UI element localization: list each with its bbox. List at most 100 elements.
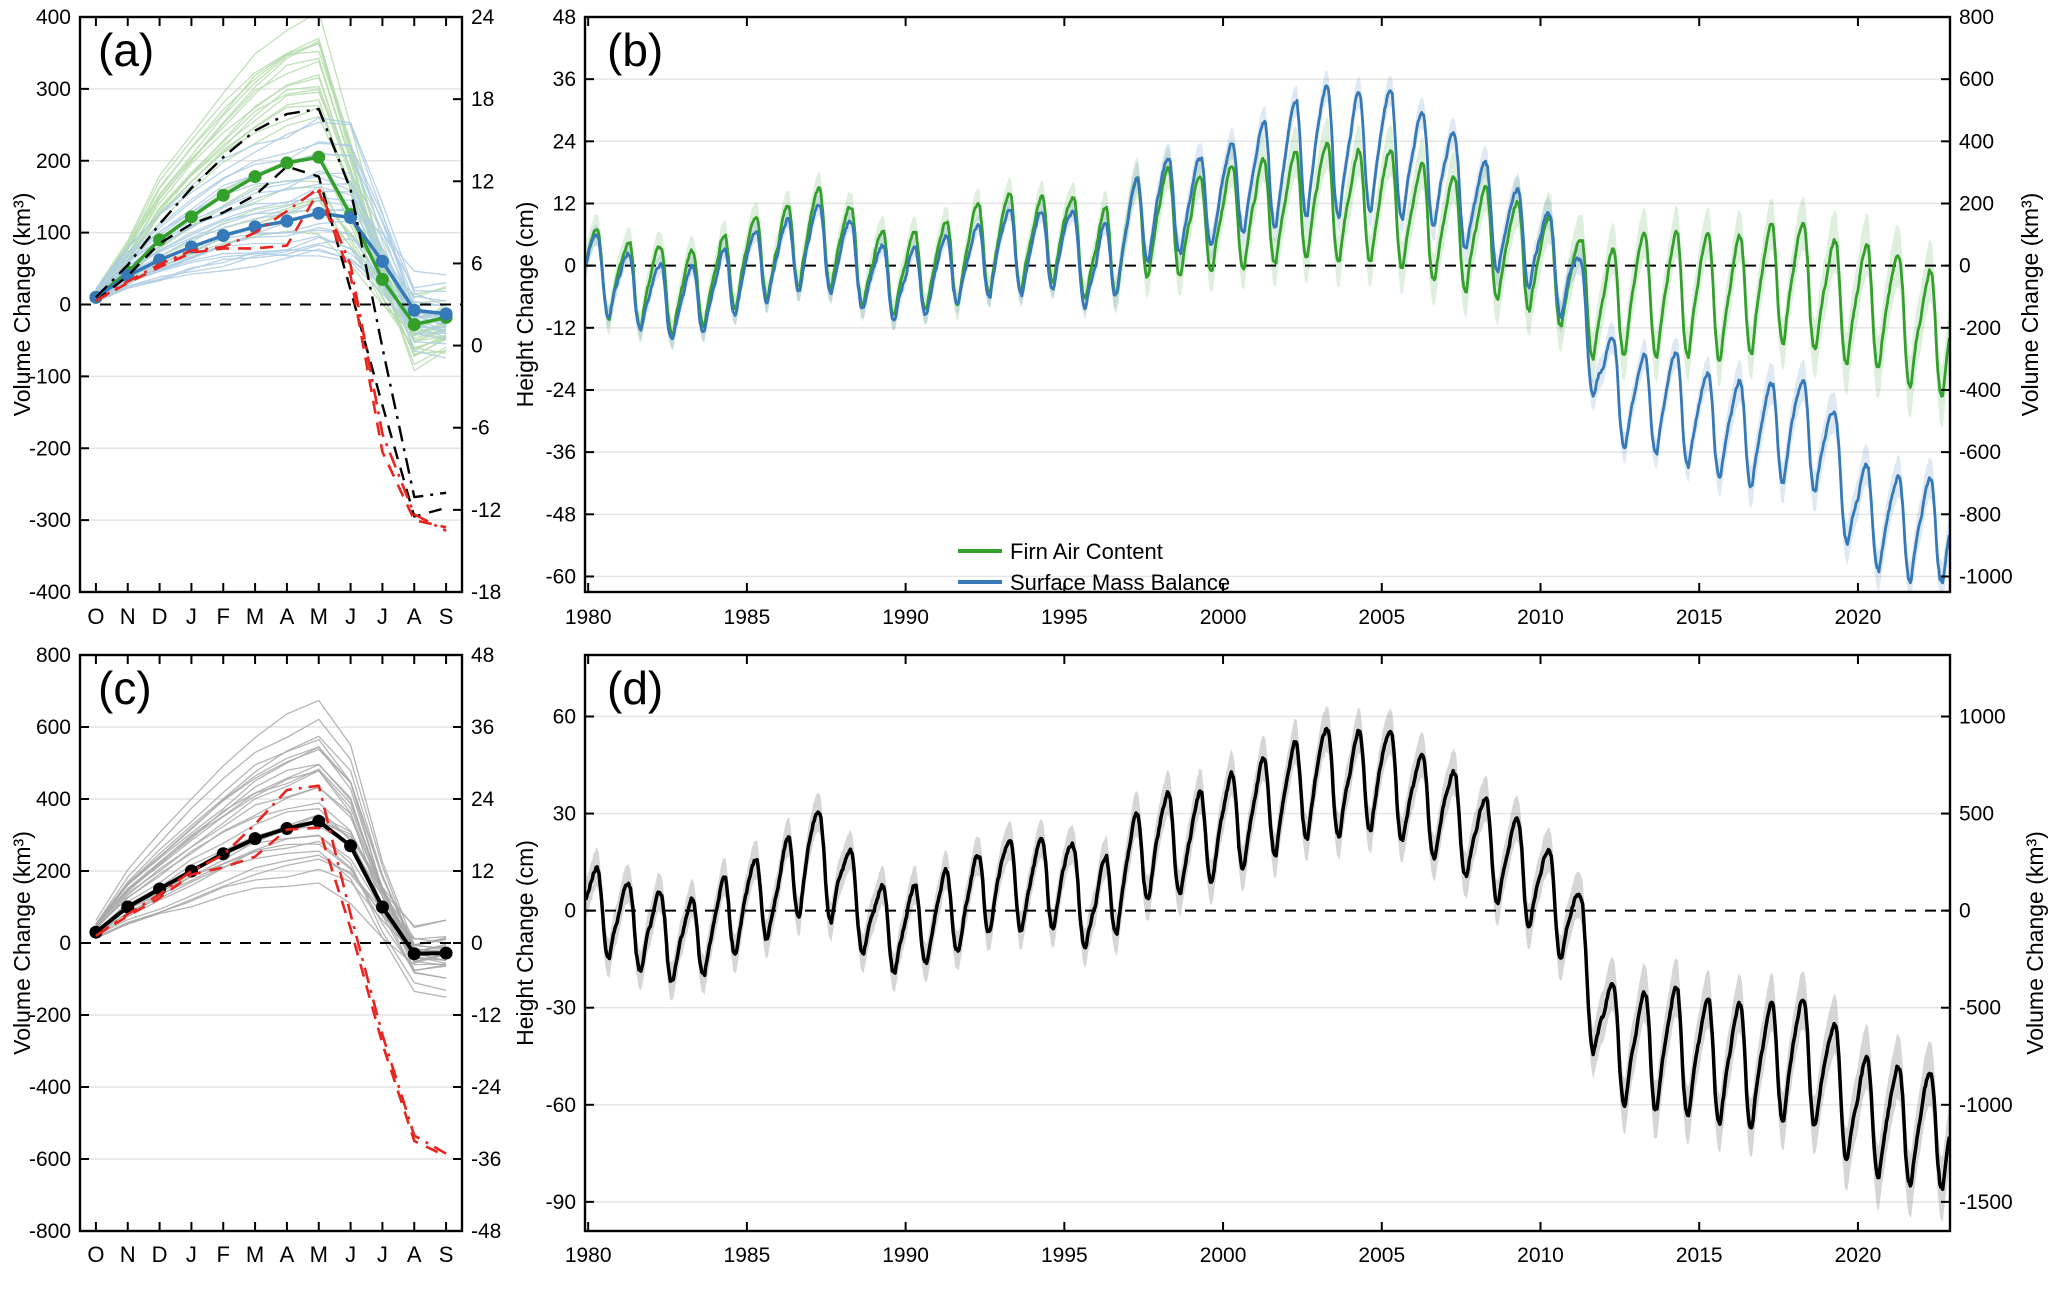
right-tick-label: 1000 (1959, 705, 2006, 728)
left-tick-label: 60 (553, 705, 576, 728)
total-ensemble-member (95, 843, 447, 954)
marker-SMB mean (216, 229, 230, 242)
panel-d: 60 30 0 -30 -60 -90 1000 500 0 -500 -1000 -1500 1980… (512, 653, 2048, 1267)
right-tick-label: 800 (1959, 6, 1994, 29)
left-tick-label: -400 (29, 581, 71, 604)
month-label: J (345, 604, 356, 629)
left-tick-label: -60 (546, 565, 576, 588)
year-label: 1980 (565, 606, 612, 629)
marker-Total mean (312, 814, 326, 828)
fac-ensemble-member (95, 50, 447, 343)
month-label: N (120, 1242, 136, 1267)
right-tick-label: 200 (1959, 192, 1994, 215)
panel-c: 800 600 400 200 0 -200 -400 -600 -800 48 36 24 12 0 -1… (9, 644, 502, 1267)
year-label: 2000 (1200, 1244, 1247, 1267)
marker-SMB mean (344, 211, 358, 225)
legend-label-0: Firn Air Content (1010, 539, 1163, 564)
right-tick-label: 6 (471, 252, 483, 275)
right-tick-label: -400 (1959, 379, 2001, 402)
marker-SMB mean (280, 214, 294, 228)
smb-ensemble-member (95, 117, 447, 293)
line-FAC mean (94, 155, 447, 327)
right-tick-label: -12 (471, 499, 501, 522)
left-tick-label: 48 (553, 6, 576, 29)
right-tick-label: 400 (1959, 130, 1994, 153)
right-tick-label: -36 (471, 1148, 501, 1171)
left-tick-label: -12 (546, 317, 576, 340)
marker-FAC mean (312, 150, 326, 164)
marker-FAC mean (153, 233, 167, 247)
year-label: 1980 (565, 1244, 612, 1267)
panel-c-plot-area (80, 699, 462, 1160)
Total height change-uncertainty-band (585, 706, 1950, 1222)
right-tick-label: 600 (1959, 68, 1994, 91)
month-label: O (87, 604, 104, 629)
ensemble-total-ensemble-members (95, 699, 447, 998)
marker-SMB mean (439, 307, 453, 321)
right-tick-label: 0 (471, 335, 483, 358)
line-Surface Mass Balance (585, 84, 1950, 585)
line-Firn Air Content (585, 141, 1950, 398)
marker-Total mean (375, 900, 389, 914)
marker-Total mean (439, 946, 453, 960)
right-tick-label: -200 (1959, 317, 2001, 340)
year-label: 2015 (1676, 606, 1723, 629)
legend: Firn Air Content Surface Mass Balance (958, 539, 1230, 595)
fac-ensemble-member (95, 17, 447, 329)
right-tick-label: 12 (471, 170, 494, 193)
line-extreme year black dashed (95, 165, 447, 518)
left-axis-title-c: Volume Change (km³) (9, 831, 35, 1055)
total-ensemble-member (95, 699, 447, 946)
year-label: 1995 (1041, 606, 1088, 629)
panel-letter-b: (b) (607, 24, 663, 76)
right-tick-label: -24 (471, 1076, 502, 1099)
month-label: A (280, 604, 295, 629)
panel-b: 483624120-12-24-36-48-608006004002000-20… (512, 6, 2043, 629)
panel-letter-d: (d) (607, 662, 663, 714)
month-label: F (217, 604, 230, 629)
left-tick-label: 800 (36, 644, 71, 667)
left-tick-label: -24 (546, 379, 577, 402)
total-ensemble-member (95, 735, 447, 953)
panel-b-frame (583, 15, 1952, 594)
left-tick-label: 0 (59, 294, 71, 317)
left-tick-label: 0 (564, 900, 576, 923)
marker-SMB mean (312, 206, 326, 220)
left-tick-label: 400 (36, 6, 71, 29)
right-axis-title-b: Volume Change (km³) (2017, 193, 2043, 417)
left-tick-label: 30 (553, 803, 576, 826)
year-label: 1990 (882, 606, 929, 629)
marker-FAC mean (216, 188, 230, 202)
left-tick-label: -36 (546, 441, 576, 464)
marker-SMB mean (407, 303, 421, 317)
month-label: A (407, 604, 422, 629)
right-tick-label: 24 (471, 788, 495, 811)
left-tick-label: -90 (546, 1191, 576, 1214)
month-label: J (377, 604, 388, 629)
marker-Total mean (407, 947, 421, 961)
left-tick-label: -200 (29, 437, 71, 460)
legend-label-1: Surface Mass Balance (1010, 570, 1230, 595)
left-tick-label: 12 (553, 192, 576, 215)
year-label: 2005 (1358, 1244, 1405, 1267)
marker-FAC mean (248, 170, 262, 184)
right-tick-label: -800 (1959, 503, 2001, 526)
line-Total height change (585, 726, 1950, 1192)
month-label: O (87, 1242, 104, 1267)
right-tick-label: -1000 (1959, 565, 2013, 588)
right-axis-title-d: Volume Change (km³) (2022, 831, 2048, 1055)
marker-SMB mean (375, 254, 389, 268)
marker-Total mean (89, 925, 103, 939)
panel-letter-c: (c) (98, 662, 152, 714)
month-label: D (152, 1242, 168, 1267)
panel-letter-a: (a) (98, 24, 154, 76)
marker-Total mean (248, 832, 262, 846)
left-tick-label: -60 (546, 1094, 576, 1117)
left-tick-label: -30 (546, 997, 576, 1020)
month-label: J (377, 1242, 388, 1267)
year-label: 2000 (1200, 606, 1247, 629)
marker-FAC mean (407, 318, 421, 332)
year-label: 2010 (1517, 606, 1564, 629)
marker-Total mean (121, 900, 135, 914)
panel-d-plot-area (585, 706, 1950, 1222)
